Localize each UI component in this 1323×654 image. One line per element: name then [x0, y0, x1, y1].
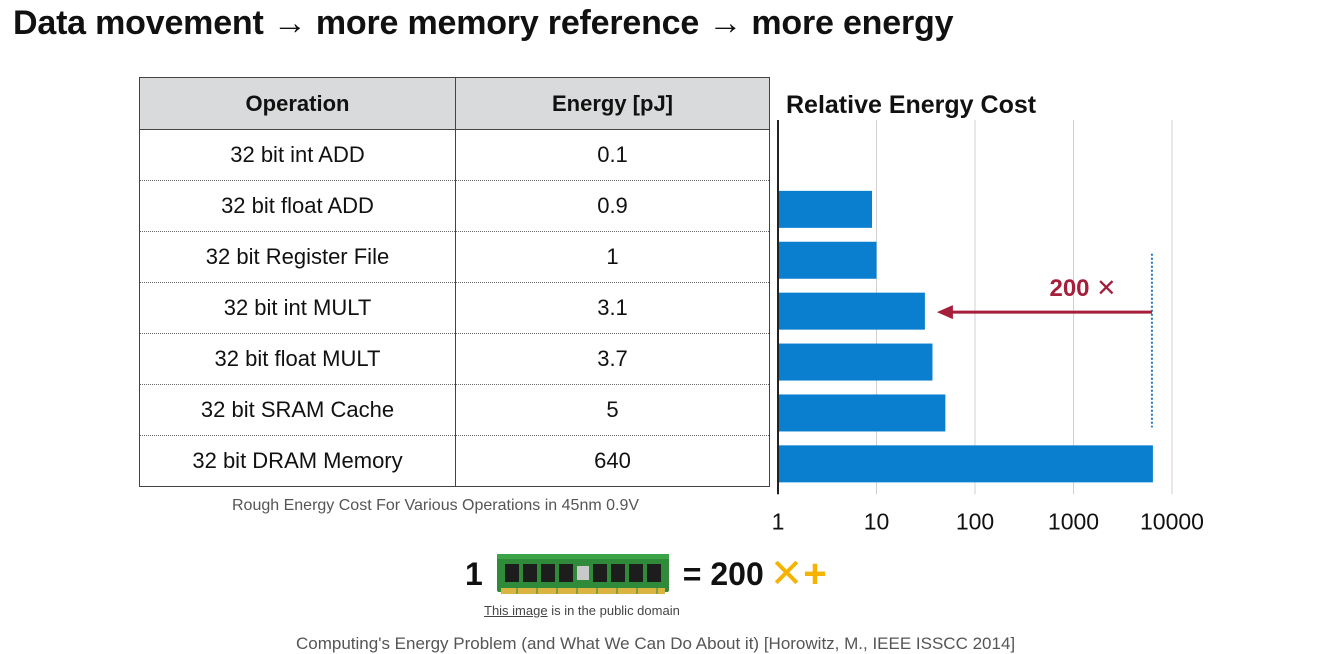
- table-row: 32 bit Register File 1: [139, 231, 770, 283]
- operation-cell: 32 bit Register File: [139, 231, 456, 283]
- table-row: 32 bit SRAM Cache 5: [139, 384, 770, 436]
- x-tick-label: 10000: [1140, 508, 1204, 534]
- image-credit-link[interactable]: This image: [484, 603, 548, 618]
- energy-cell: 5: [455, 384, 770, 436]
- relative-energy-chart: 1 10 100 1000 10000 200 ✕: [772, 120, 1204, 534]
- bar: [778, 190, 872, 228]
- bar: [778, 241, 877, 279]
- column-header-energy: Energy [pJ]: [455, 77, 770, 130]
- annotation-arrowhead: [936, 305, 953, 320]
- bar: [778, 445, 1153, 483]
- operation-icons: ✕+: [770, 551, 827, 597]
- ram-module-image: [496, 554, 669, 594]
- operation-cell: 32 bit float MULT: [139, 333, 456, 385]
- citation: Computing's Energy Problem (and What We …: [296, 634, 1016, 653]
- image-credit: This image is in the public domain: [484, 603, 680, 618]
- energy-cell: 1: [455, 231, 770, 283]
- chart-title: Relative Energy Cost: [786, 91, 1037, 119]
- slide-title: Data movement → more memory reference → …: [13, 4, 954, 42]
- energy-cell: 0.1: [455, 129, 770, 181]
- image-credit-text: is in the public domain: [547, 603, 680, 618]
- multiply-icon: ✕: [769, 552, 804, 596]
- x-tick-label: 1000: [1048, 508, 1099, 534]
- x-tick-label: 1: [772, 508, 785, 534]
- column-header-operation: Operation: [139, 77, 456, 130]
- table-caption: Rough Energy Cost For Various Operations…: [232, 497, 640, 514]
- table-row: 32 bit int MULT 3.1: [139, 282, 770, 334]
- operation-cell: 32 bit DRAM Memory: [139, 435, 456, 487]
- plus-icon: +: [803, 552, 827, 596]
- x-tick-label: 100: [956, 508, 994, 534]
- energy-table: Operation Energy [pJ] 32 bit int ADD 0.1…: [139, 77, 770, 487]
- energy-cell: 3.1: [455, 282, 770, 334]
- table-row: 32 bit float MULT 3.7: [139, 333, 770, 385]
- operation-cell: 32 bit float ADD: [139, 180, 456, 232]
- operation-cell: 32 bit int MULT: [139, 282, 456, 334]
- bar: [778, 292, 925, 330]
- table-row: 32 bit int ADD 0.1: [139, 129, 770, 181]
- bar: [778, 343, 933, 381]
- table-row: 32 bit DRAM Memory 640: [139, 435, 770, 487]
- bar: [778, 394, 946, 432]
- energy-cell: 3.7: [455, 333, 770, 385]
- annotation-label: 200 ✕: [1049, 275, 1116, 302]
- energy-cell: 640: [455, 435, 770, 487]
- equation-left: 1: [465, 555, 483, 592]
- operation-cell: 32 bit int ADD: [139, 129, 456, 181]
- operation-cell: 32 bit SRAM Cache: [139, 384, 456, 436]
- x-tick-label: 10: [864, 508, 890, 534]
- equation-right: = 200: [682, 555, 764, 592]
- table-header-row: Operation Energy [pJ]: [139, 77, 770, 130]
- energy-cell: 0.9: [455, 180, 770, 232]
- table-row: 32 bit float ADD 0.9: [139, 180, 770, 232]
- ram-equation: 1 = 200 ✕+: [465, 548, 827, 600]
